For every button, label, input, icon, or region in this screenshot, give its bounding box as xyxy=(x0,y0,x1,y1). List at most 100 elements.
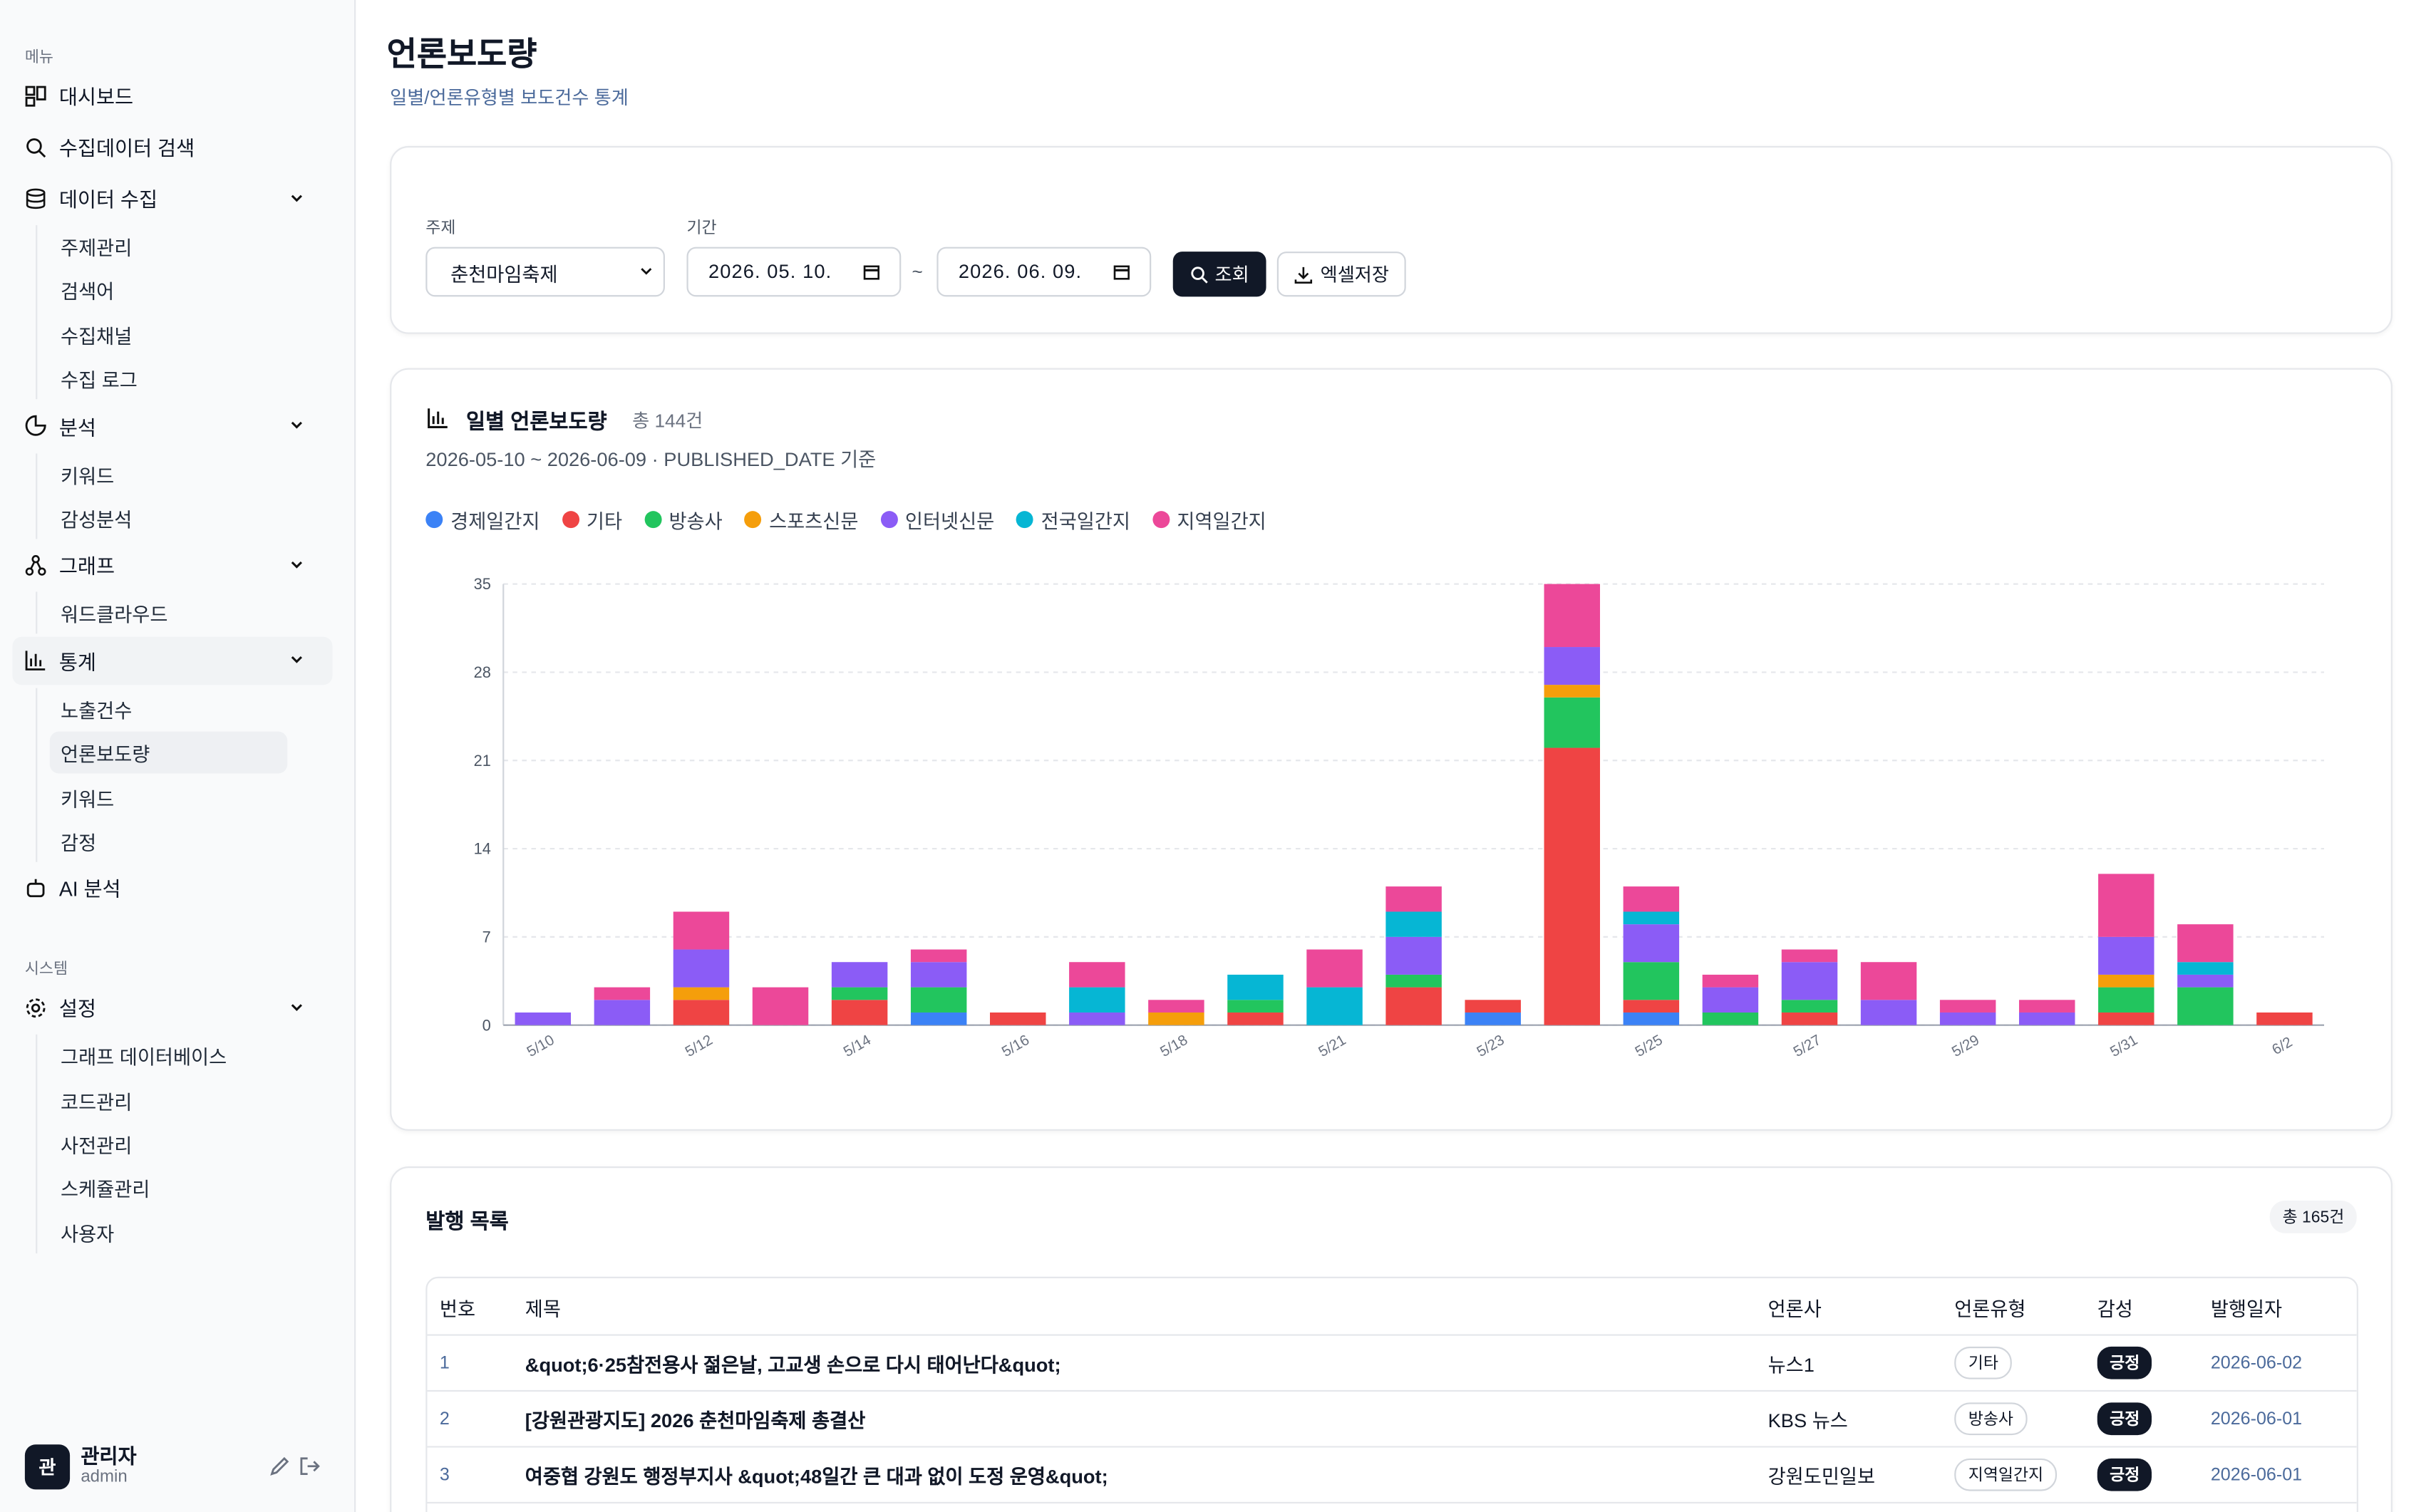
table-header: 번호 제목 언론사 언론유형 감성 발행일자 xyxy=(427,1278,2357,1336)
y-tick-label: 0 xyxy=(482,1016,491,1034)
submenu-item[interactable]: 감성분석 xyxy=(61,509,133,532)
topic-select[interactable]: 춘천마임축제 xyxy=(425,247,665,297)
menu-icon xyxy=(26,998,46,1018)
search-icon xyxy=(1191,266,1208,283)
submenu-item[interactable]: 그래프 데이터베이스 xyxy=(61,1047,227,1070)
submenu-item[interactable]: 스케쥴관리 xyxy=(61,1179,150,1202)
submenu-item[interactable]: 노출건수 xyxy=(61,700,133,723)
cell: 1 xyxy=(440,1336,450,1390)
submenu-item[interactable]: 사용자 xyxy=(61,1223,115,1246)
start-value: 2026. 05. 10. xyxy=(708,261,832,283)
start-date[interactable]: 2026. 05. 10. xyxy=(686,247,902,297)
y-tick-label: 14 xyxy=(474,840,491,858)
bar-segment xyxy=(1069,987,1125,1013)
menu-item[interactable]: 설정 xyxy=(12,983,332,1032)
bar-segment xyxy=(990,1012,1046,1025)
submenu: 워드클라우드 xyxy=(36,592,332,635)
cell: 뉴스1 xyxy=(1768,1336,1815,1390)
submenu-item[interactable]: 검색어 xyxy=(61,281,115,304)
user-info: 관리자 admin xyxy=(70,1444,136,1488)
cell-text: 2 xyxy=(439,1409,450,1429)
bar-segment xyxy=(2177,987,2234,1025)
menu-item[interactable]: 데이터 수집 xyxy=(12,174,332,222)
menu-item[interactable]: 분석 xyxy=(12,402,332,450)
article-title: [강원관광지도] 2026 춘천마임축제 총결산 xyxy=(525,1410,866,1432)
bar-segment xyxy=(2256,1012,2313,1025)
legend-item: 지역일간지 xyxy=(1152,504,1266,534)
bar-segment xyxy=(910,1012,967,1025)
menu-item[interactable]: AI 분석 xyxy=(12,864,332,913)
bar-segment xyxy=(1781,1012,1838,1025)
submenu-item[interactable]: 언론보도량 xyxy=(49,731,288,774)
bar-segment xyxy=(1227,974,1284,1000)
menu-label: 그래프 xyxy=(58,554,115,579)
legend-swatch xyxy=(879,511,897,529)
bar-segment xyxy=(2018,1000,2075,1013)
submenu-item[interactable]: 코드관리 xyxy=(61,1091,133,1114)
chart-title: 일별 언론보도량 xyxy=(465,410,607,434)
bar-segment xyxy=(1385,911,1442,937)
legend-swatch xyxy=(1152,511,1170,529)
submenu-item[interactable]: 사전관리 xyxy=(61,1135,133,1158)
table-row[interactable]: 1 &quot;6·25참전용사 젊은날, 고교생 손으로 다시 태어난다&quo… xyxy=(427,1336,2357,1392)
table-title: 발행 목록 xyxy=(425,1210,509,1233)
chart-total: 총 144건 xyxy=(632,410,703,432)
search-text: 조회 xyxy=(1214,264,1249,286)
cell: 긍정 xyxy=(2097,1448,2152,1502)
submenu-item[interactable]: 주제관리 xyxy=(61,237,133,260)
legend-swatch xyxy=(562,511,579,529)
menu-item[interactable]: 그래프 xyxy=(12,541,332,589)
export-button[interactable]: 엑셀저장 xyxy=(1276,252,1406,297)
bar-segment xyxy=(1702,974,1759,988)
bar-segment xyxy=(2177,924,2234,963)
cell-text: KBS 뉴스 xyxy=(1767,1410,1848,1432)
legend-item: 인터넷신문 xyxy=(879,504,995,534)
legend-label: 지역일간지 xyxy=(1177,511,1266,533)
bar-segment xyxy=(831,1000,888,1025)
submenu-item[interactable]: 수집채널 xyxy=(61,326,133,348)
calendar-icon xyxy=(1113,265,1130,280)
cell-text: 2026-06-02 xyxy=(2210,1353,2303,1372)
bar-segment xyxy=(1306,949,1363,988)
edit-icon[interactable] xyxy=(269,1455,291,1477)
bar-segment xyxy=(2177,974,2234,988)
bar-segment xyxy=(1385,987,1442,1025)
cell: KBS 뉴스 xyxy=(1768,1392,1848,1446)
menu-item[interactable]: 통계 xyxy=(12,636,333,685)
menu-icon xyxy=(26,138,46,157)
bar-segment xyxy=(1860,1000,1917,1025)
bar-segment xyxy=(1385,974,1442,988)
submenu-item[interactable]: 워드클라우드 xyxy=(61,604,168,627)
cell: [강원관광지도] 2026 춘천마임축제 총결산 xyxy=(525,1392,866,1446)
table-row[interactable]: 3 여중협 강원도 행정부지사 &quot;48일간 큰 대과 없이 도정 운영&… xyxy=(427,1448,2357,1504)
x-tick-label: 5/21 xyxy=(1316,1032,1348,1060)
legend-item: 전국일간지 xyxy=(1016,504,1130,534)
submenu-item[interactable]: 수집 로그 xyxy=(61,370,138,392)
submenu-item[interactable]: 키워드 xyxy=(61,788,115,810)
legend-swatch xyxy=(425,511,443,529)
header-cell: 제목 xyxy=(525,1298,561,1320)
submenu-item[interactable]: 감정 xyxy=(61,832,97,854)
bar-segment xyxy=(1623,1000,1680,1013)
end-date[interactable]: 2026. 06. 09. xyxy=(936,247,1152,297)
table-row[interactable]: 2 [강원관광지도] 2026 춘천마임축제 총결산 KBS 뉴스 방송사 긍정 2026… xyxy=(427,1392,2357,1448)
bar-segment xyxy=(1781,949,1838,963)
y-tick-label: 7 xyxy=(482,928,491,946)
menu-item[interactable]: 대시보드 xyxy=(12,71,332,120)
legend-item: 방송사 xyxy=(644,504,723,534)
bar-segment xyxy=(1623,962,1680,1000)
submenu-item[interactable]: 키워드 xyxy=(61,465,115,487)
x-tick-label: 5/18 xyxy=(1157,1032,1190,1060)
logout-icon[interactable] xyxy=(299,1455,321,1477)
bar-segment xyxy=(673,949,730,988)
legend-label: 인터넷신문 xyxy=(904,511,995,533)
page-title: 언론보도량 xyxy=(386,37,537,73)
cell: 긍정 xyxy=(2097,1392,2152,1446)
chevron xyxy=(291,194,302,202)
chart-card: 일별 언론보도량 총 144건 2026-05-10 ~ 2026-06-09 … xyxy=(390,368,2393,1131)
legend-label: 스포츠신문 xyxy=(769,511,859,533)
bar-segment xyxy=(1623,924,1680,963)
menu-item[interactable]: 수집데이터 검색 xyxy=(12,123,332,171)
search-button[interactable]: 조회 xyxy=(1172,252,1266,297)
